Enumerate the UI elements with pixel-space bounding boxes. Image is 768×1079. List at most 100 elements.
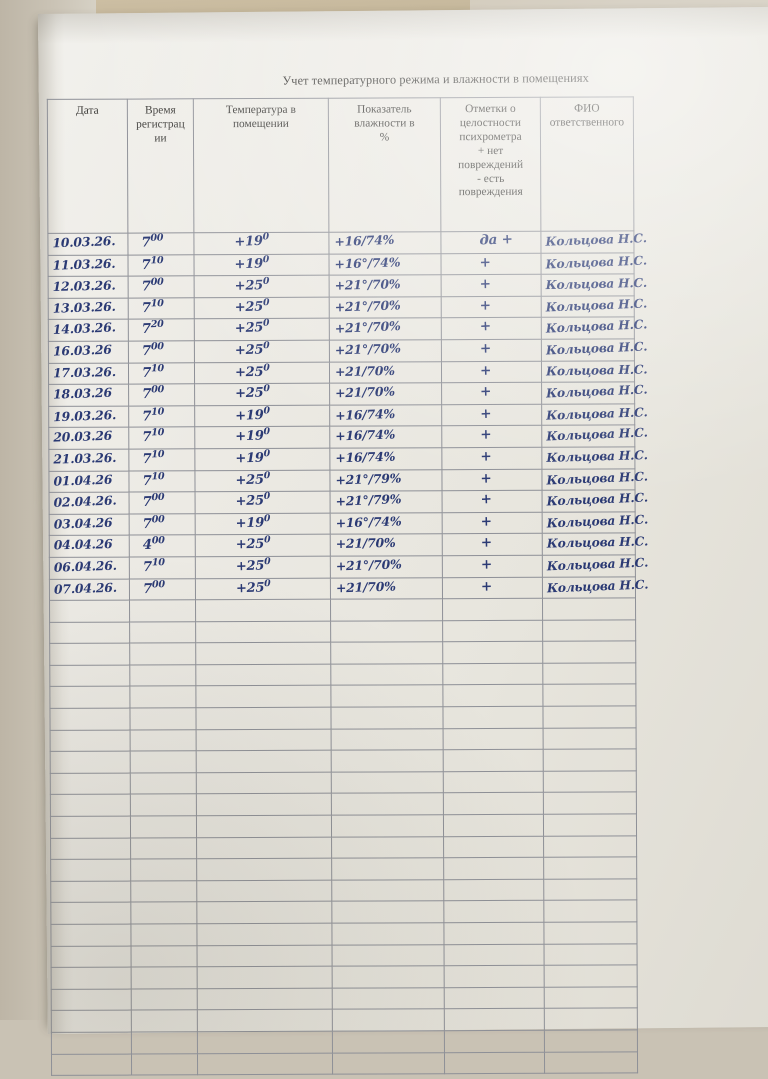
cell-date-empty	[50, 837, 131, 860]
cell-temperature-empty	[195, 599, 331, 622]
cell-psychrometer-mark: +	[441, 317, 542, 340]
cell-responsible-person-empty	[544, 943, 638, 966]
cell-time: 700	[128, 340, 195, 363]
cell-humidity-empty	[331, 901, 444, 924]
cell-humidity-empty	[331, 922, 445, 945]
cell-time-value: 710	[141, 254, 164, 273]
temperature-humidity-log-table: Дата Время регистрац ии Температура в по…	[47, 96, 649, 1076]
column-header-date: Дата	[47, 99, 128, 234]
cell-humidity-value: +16/74%	[335, 448, 396, 466]
column-header-date-label: Дата	[75, 104, 99, 117]
column-header-time-line2: регистрац	[136, 118, 185, 131]
cell-time-empty	[129, 643, 196, 665]
cell-psychrometer-mark-empty	[444, 965, 545, 988]
table-row-empty	[51, 943, 638, 968]
cell-date-value: 17.03.26.	[52, 363, 117, 380]
column-header-humidity-line1: Показатель	[357, 103, 412, 116]
cell-temperature-value: +250	[234, 296, 270, 316]
cell-responsible-person-empty	[543, 813, 637, 836]
table-row: 10.03.26. 700 +190 +16/74% да + Кольцова Н.С.	[47, 230, 647, 256]
cell-responsible-person-empty	[543, 835, 637, 858]
cell-date: 17.03.26.	[48, 362, 129, 385]
cell-humidity-empty	[331, 857, 444, 880]
cell-psychrometer-mark-value: +	[480, 470, 492, 487]
table-row-empty	[49, 619, 636, 644]
table-header-row: Дата Время регистрац ии Температура в по…	[47, 96, 634, 234]
cell-time-empty	[129, 707, 197, 730]
cell-humidity: +21°/70%	[329, 296, 442, 319]
table-row-empty	[50, 835, 637, 860]
cell-time-value: 710	[142, 470, 165, 489]
cell-responsible-person-empty	[542, 597, 636, 620]
cell-temperature: +250	[194, 317, 330, 341]
column-header-humidity-line3: %	[379, 131, 390, 144]
cell-time-empty	[131, 1010, 198, 1033]
cell-temperature: +190	[194, 426, 330, 449]
table-row: 03.04.26 700 +190 +16°/74% + Кольцова Н.С.	[49, 511, 648, 536]
cell-time: 710	[128, 362, 195, 385]
cell-time-empty	[130, 751, 197, 773]
cell-responsible-person-value: Кольцова Н.С.	[546, 448, 648, 465]
cell-time-empty	[129, 664, 196, 687]
cell-temperature-value: +190	[235, 448, 271, 467]
cell-time-value: 710	[141, 297, 164, 316]
cell-responsible-person-empty	[543, 792, 637, 815]
cell-psychrometer-mark-empty	[443, 900, 544, 923]
column-header-person-line2: ответственного	[549, 116, 625, 129]
cell-responsible-person-empty	[543, 900, 637, 923]
cell-date-empty	[50, 859, 131, 882]
cell-time: 710	[128, 448, 195, 471]
cell-temperature-empty	[196, 793, 332, 816]
cell-date: 20.03.26	[48, 427, 129, 450]
table-row-empty	[50, 727, 637, 752]
cell-temperature-empty	[195, 620, 331, 644]
cell-humidity-value: +21/70%	[334, 362, 395, 379]
cell-responsible-person-empty	[543, 727, 637, 750]
cell-date-empty	[49, 708, 131, 731]
cell-psychrometer-mark-empty	[442, 641, 543, 664]
cell-temperature-empty	[197, 944, 333, 967]
cell-humidity: +21°/79%	[329, 469, 443, 492]
cell-date-empty	[51, 988, 132, 1011]
cell-psychrometer-mark: +	[441, 296, 542, 319]
cell-temperature-value: +250	[235, 534, 271, 553]
cell-date: 11.03.26.	[47, 254, 129, 277]
cell-temperature: +250	[195, 578, 331, 600]
cell-temperature: +190	[193, 254, 330, 276]
cell-date-value: 20.03.26	[53, 428, 113, 445]
cell-humidity-empty	[331, 728, 444, 751]
column-header-marks-line3: психрометра	[459, 130, 522, 143]
cell-temperature-value: +250	[235, 469, 271, 488]
cell-humidity-empty	[332, 944, 445, 967]
cell-temperature-value: +190	[234, 231, 270, 250]
cell-temperature: +190	[194, 448, 330, 471]
cell-psychrometer-mark: +	[442, 533, 543, 556]
cell-psychrometer-mark: +	[441, 339, 542, 362]
cell-time-empty	[130, 880, 197, 903]
table-row-empty	[49, 705, 637, 731]
cell-time-value: 700	[141, 384, 165, 403]
cell-date-empty	[51, 967, 132, 990]
cell-responsible-person-empty	[543, 770, 637, 793]
table-row: 06.04.26. 710 +250 +21°/70% + Кольцова Н.С.	[49, 554, 648, 579]
cell-responsible-person-empty	[544, 1008, 638, 1031]
cell-temperature: +250	[195, 556, 331, 579]
cell-responsible-person-value: Кольцова Н.С.	[545, 231, 647, 249]
cell-date: 02.04.26.	[49, 492, 130, 515]
cell-temperature-empty	[196, 772, 332, 795]
cell-date-value: 10.03.26.	[52, 233, 116, 251]
table-header: Дата Время регистрац ии Температура в по…	[47, 96, 634, 234]
cell-time: 710	[128, 470, 196, 493]
cell-psychrometer-mark-value: +	[479, 276, 491, 293]
cell-time-value: 710	[141, 406, 165, 425]
cell-psychrometer-mark-value: +	[479, 383, 492, 400]
cell-temperature-value: +190	[234, 405, 270, 424]
cell-humidity-value: +21°/70%	[334, 297, 401, 315]
column-header-humidity: Показатель влажности в %	[328, 97, 441, 233]
cell-time: 400	[129, 535, 196, 557]
cell-psychrometer-mark: +	[441, 404, 542, 427]
cell-temperature-value: +250	[234, 317, 270, 337]
cell-psychrometer-mark: +	[441, 382, 542, 405]
cell-psychrometer-mark-empty	[444, 1030, 545, 1053]
cell-date-value: 19.03.26.	[52, 406, 117, 425]
